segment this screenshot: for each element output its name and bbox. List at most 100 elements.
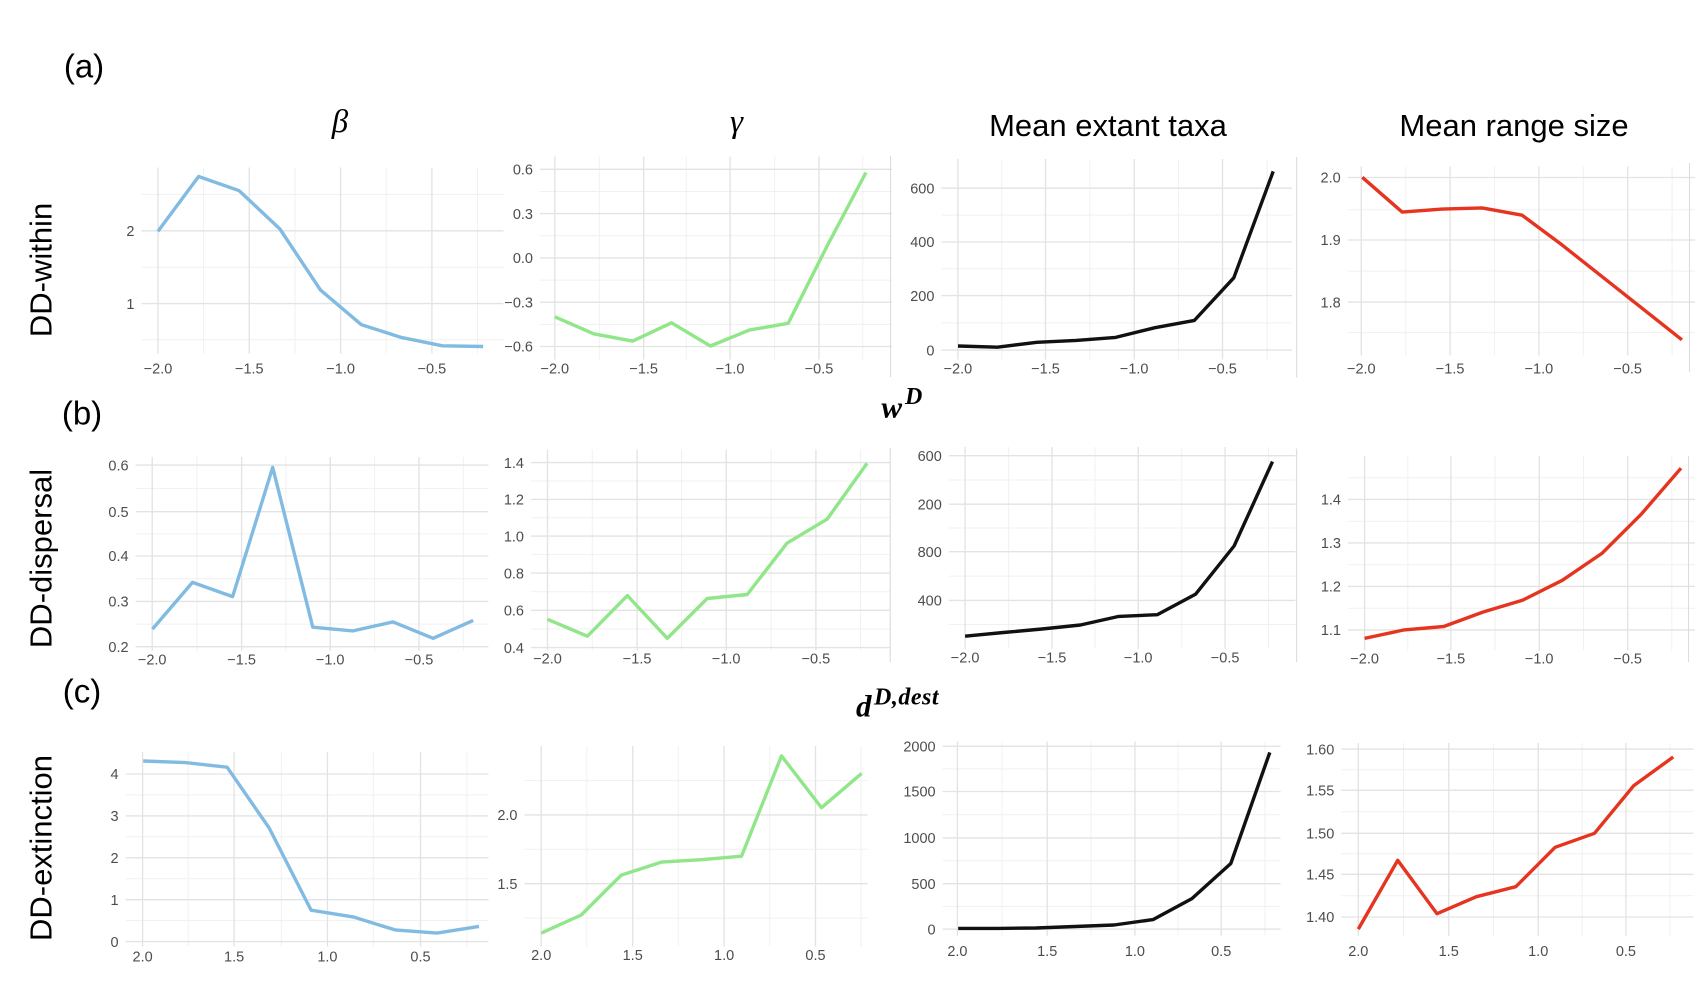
svg-text:600: 600 xyxy=(918,449,942,465)
svg-text:−0.5: −0.5 xyxy=(1208,361,1237,377)
svg-text:−2.0: −2.0 xyxy=(944,361,973,377)
svg-text:0.3: 0.3 xyxy=(513,207,533,223)
svg-text:1.5: 1.5 xyxy=(1439,944,1459,960)
svg-text:−1.5: −1.5 xyxy=(227,653,256,669)
svg-text:1.9: 1.9 xyxy=(1321,233,1341,249)
svg-text:−0.3: −0.3 xyxy=(504,295,533,311)
svg-text:1: 1 xyxy=(126,297,134,313)
svg-text:w: w xyxy=(881,390,902,425)
svg-text:D: D xyxy=(904,384,922,410)
svg-text:−0.6: −0.6 xyxy=(504,340,533,356)
svg-text:(a): (a) xyxy=(64,48,104,85)
svg-text:−1.0: −1.0 xyxy=(1124,651,1153,667)
svg-text:−2.0: −2.0 xyxy=(951,651,980,667)
svg-text:0.6: 0.6 xyxy=(108,458,128,474)
svg-text:1.3: 1.3 xyxy=(1321,536,1341,552)
svg-text:−2.0: −2.0 xyxy=(1350,651,1379,667)
svg-text:0.5: 0.5 xyxy=(410,949,430,965)
svg-text:1.40: 1.40 xyxy=(1306,910,1334,926)
svg-text:200: 200 xyxy=(918,497,942,513)
svg-text:−1.0: −1.0 xyxy=(316,653,345,669)
svg-text:400: 400 xyxy=(910,235,934,251)
svg-text:1.0: 1.0 xyxy=(714,948,734,964)
svg-text:−1.5: −1.5 xyxy=(1031,361,1060,377)
svg-text:1.0: 1.0 xyxy=(1528,944,1548,960)
svg-text:1.0: 1.0 xyxy=(504,529,524,545)
svg-text:1.55: 1.55 xyxy=(1306,783,1334,799)
svg-text:−0.5: −0.5 xyxy=(418,361,447,377)
svg-text:DD-extinction: DD-extinction xyxy=(24,755,59,941)
svg-text:1.50: 1.50 xyxy=(1306,827,1334,843)
svg-text:200: 200 xyxy=(910,289,934,305)
svg-text:−2.0: −2.0 xyxy=(533,652,562,668)
svg-text:1.5: 1.5 xyxy=(1037,944,1057,960)
svg-text:4: 4 xyxy=(111,767,119,783)
svg-text:Mean extant taxa: Mean extant taxa xyxy=(989,108,1228,143)
svg-text:2: 2 xyxy=(111,851,119,867)
svg-text:1.0: 1.0 xyxy=(317,949,337,965)
svg-text:0.5: 0.5 xyxy=(805,948,825,964)
svg-text:1.2: 1.2 xyxy=(504,493,524,509)
svg-text:(c): (c) xyxy=(63,673,101,710)
svg-text:0: 0 xyxy=(928,922,936,938)
svg-text:DD-within: DD-within xyxy=(24,203,59,337)
svg-text:0.5: 0.5 xyxy=(108,505,128,521)
svg-text:−1.5: −1.5 xyxy=(235,361,264,377)
svg-text:0.0: 0.0 xyxy=(513,251,533,267)
svg-text:1: 1 xyxy=(111,893,119,909)
svg-text:−0.5: −0.5 xyxy=(802,652,831,668)
svg-text:0.8: 0.8 xyxy=(504,566,524,582)
svg-text:−1.0: −1.0 xyxy=(1525,651,1554,667)
svg-text:1.5: 1.5 xyxy=(623,948,643,964)
svg-text:2: 2 xyxy=(126,224,134,240)
svg-text:500: 500 xyxy=(911,877,935,893)
svg-text:2.0: 2.0 xyxy=(947,944,967,960)
svg-text:−0.5: −0.5 xyxy=(405,653,434,669)
svg-text:−0.5: −0.5 xyxy=(1613,361,1642,377)
svg-text:0.5: 0.5 xyxy=(1211,944,1231,960)
svg-text:0: 0 xyxy=(926,343,934,359)
svg-text:−2.0: −2.0 xyxy=(144,361,173,377)
svg-text:1.5: 1.5 xyxy=(224,949,244,965)
svg-text:0.3: 0.3 xyxy=(108,595,128,611)
svg-text:−1.0: −1.0 xyxy=(1120,361,1149,377)
svg-text:2.0: 2.0 xyxy=(1321,171,1341,187)
svg-text:d: d xyxy=(856,689,872,724)
svg-text:1.4: 1.4 xyxy=(1321,493,1341,509)
svg-text:−0.5: −0.5 xyxy=(805,361,834,377)
svg-text:D,dest: D,dest xyxy=(873,685,940,711)
svg-text:−1.5: −1.5 xyxy=(1038,651,1067,667)
svg-text:−1.5: −1.5 xyxy=(629,361,658,377)
svg-text:1.5: 1.5 xyxy=(497,877,517,893)
svg-text:1.0: 1.0 xyxy=(1125,944,1145,960)
svg-text:−2.0: −2.0 xyxy=(540,361,569,377)
svg-text:2000: 2000 xyxy=(903,739,935,755)
svg-text:0.4: 0.4 xyxy=(504,641,524,657)
svg-text:Mean range size: Mean range size xyxy=(1399,108,1628,143)
svg-text:2.0: 2.0 xyxy=(531,948,551,964)
svg-text:1500: 1500 xyxy=(903,785,935,801)
svg-text:−2.0: −2.0 xyxy=(138,653,167,669)
svg-text:400: 400 xyxy=(918,594,942,610)
svg-text:2.0: 2.0 xyxy=(497,808,517,824)
svg-text:(b): (b) xyxy=(62,395,102,432)
svg-text:−1.5: −1.5 xyxy=(1437,651,1466,667)
svg-text:−1.5: −1.5 xyxy=(623,652,652,668)
svg-text:−1.5: −1.5 xyxy=(1436,361,1465,377)
svg-text:1.8: 1.8 xyxy=(1321,295,1341,311)
svg-text:−1.0: −1.0 xyxy=(326,361,355,377)
svg-text:3: 3 xyxy=(111,809,119,825)
svg-text:−1.0: −1.0 xyxy=(1525,361,1554,377)
svg-text:DD-dispersal: DD-dispersal xyxy=(24,469,59,648)
svg-text:−1.0: −1.0 xyxy=(716,361,745,377)
svg-text:0.2: 0.2 xyxy=(108,640,128,656)
svg-text:−2.0: −2.0 xyxy=(1347,361,1376,377)
svg-text:1.60: 1.60 xyxy=(1306,742,1334,758)
svg-text:1.4: 1.4 xyxy=(504,456,524,472)
svg-text:−0.5: −0.5 xyxy=(1613,651,1642,667)
svg-text:0.5: 0.5 xyxy=(1616,944,1636,960)
svg-text:γ: γ xyxy=(730,104,744,140)
svg-text:0.6: 0.6 xyxy=(504,604,524,620)
svg-text:1000: 1000 xyxy=(903,831,935,847)
svg-text:−0.5: −0.5 xyxy=(1211,651,1240,667)
